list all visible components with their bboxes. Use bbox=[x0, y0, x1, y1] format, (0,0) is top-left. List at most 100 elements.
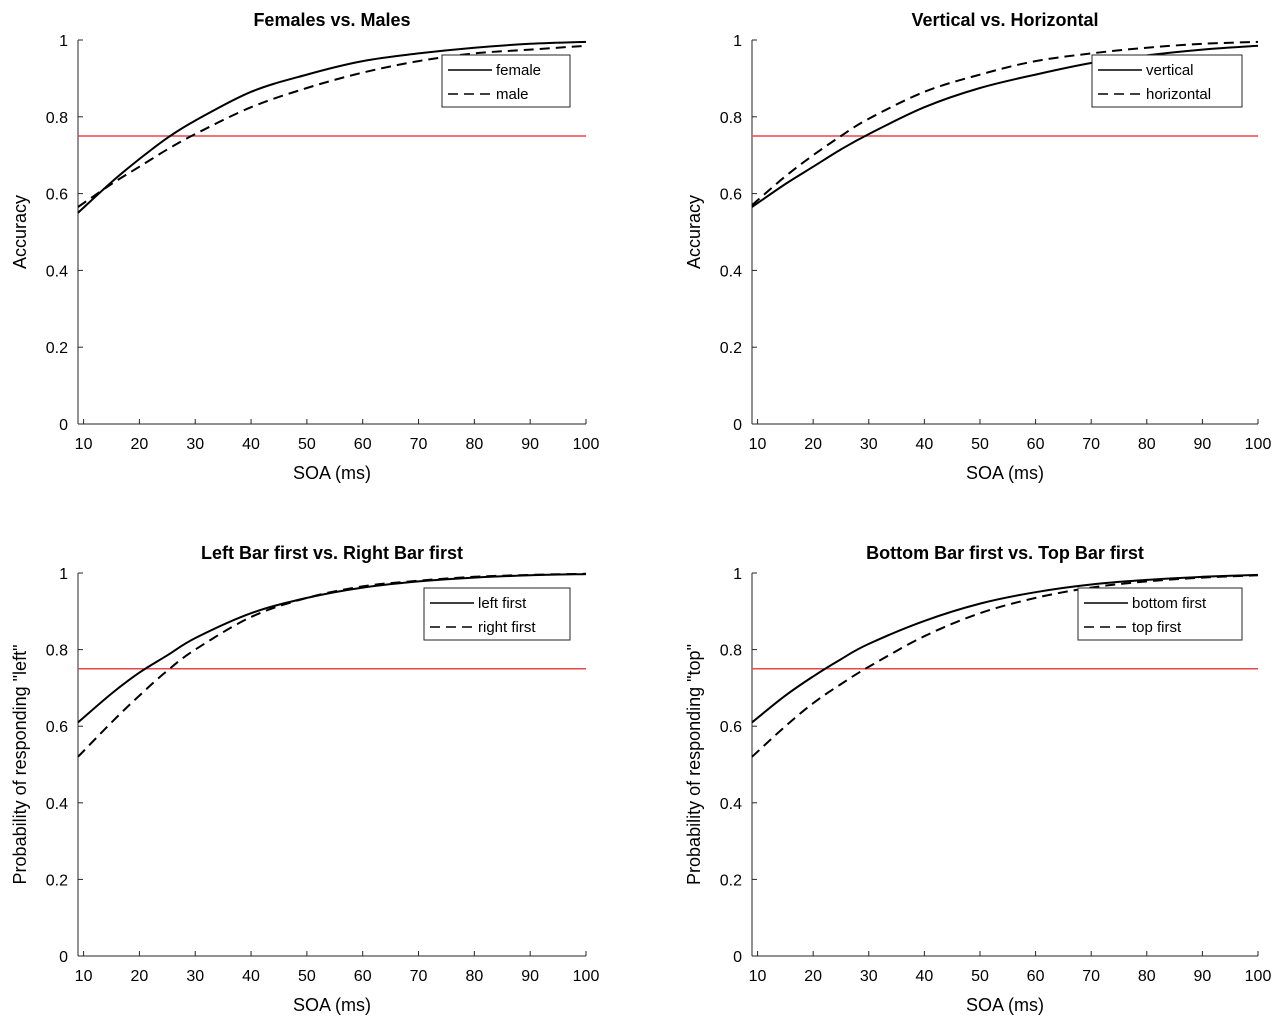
x-tick-label: 20 bbox=[804, 436, 822, 453]
x-axis-label: SOA (ms) bbox=[293, 463, 371, 483]
legend: female male bbox=[441, 54, 571, 108]
x-tick-label: 70 bbox=[410, 436, 428, 453]
x-axis-label: SOA (ms) bbox=[966, 995, 1044, 1015]
x-tick-label: 60 bbox=[1027, 436, 1045, 453]
legend-label: bottom first bbox=[1132, 595, 1207, 612]
series-line-female bbox=[77, 40, 587, 214]
chart-title: Vertical vs. Horizontal bbox=[911, 10, 1098, 30]
x-tick-label: 10 bbox=[75, 436, 93, 453]
x-tick-label: 20 bbox=[131, 968, 149, 985]
chart-panel-4: Bottom Bar first vs. Top Bar first 0 0.2 0.… bbox=[684, 543, 1271, 1015]
x-tick-label: 70 bbox=[1082, 968, 1100, 985]
y-tick-label: 0.2 bbox=[720, 340, 742, 357]
y-tick-label: 0 bbox=[733, 417, 742, 434]
x-tick-label: 30 bbox=[186, 968, 204, 985]
legend-label: left first bbox=[478, 595, 527, 612]
x-tick-label: 100 bbox=[573, 968, 600, 985]
x-tick-label: 40 bbox=[915, 968, 933, 985]
legend: bottom first top first bbox=[1077, 587, 1243, 641]
legend: left first right first bbox=[423, 587, 571, 641]
x-tick-label: 90 bbox=[521, 968, 539, 985]
x-tick-label: 70 bbox=[1082, 436, 1100, 453]
series-line-horizontal bbox=[751, 40, 1259, 206]
chart-panel-1: Females vs. Males 0 0.2 0.4 0.6 0.8 1 10 20 30 40 5… bbox=[10, 10, 599, 483]
y-tick-label: 1 bbox=[733, 566, 742, 583]
legend-box bbox=[1091, 54, 1243, 108]
chart-title: Females vs. Males bbox=[253, 10, 410, 30]
legend-label: male bbox=[496, 86, 529, 103]
x-tick-label: 70 bbox=[410, 968, 428, 985]
legend-label: top first bbox=[1132, 619, 1182, 636]
x-tick-label: 90 bbox=[521, 436, 539, 453]
x-tick-label: 50 bbox=[298, 968, 316, 985]
x-tick-label: 30 bbox=[860, 968, 878, 985]
y-tick-label: 1 bbox=[59, 566, 68, 583]
y-axis-label: Probability of responding "top" bbox=[684, 644, 704, 885]
y-tick-label: 0.2 bbox=[720, 872, 742, 889]
x-tick-label: 50 bbox=[298, 436, 316, 453]
y-tick-label: 1 bbox=[733, 33, 742, 50]
x-tick-label: 90 bbox=[1193, 968, 1211, 985]
y-tick-label: 0.6 bbox=[720, 187, 742, 204]
series-line-male bbox=[77, 44, 587, 208]
x-tick-label: 40 bbox=[242, 968, 260, 985]
chart-title: Bottom Bar first vs. Top Bar first bbox=[866, 543, 1144, 563]
y-tick-label: 0.2 bbox=[46, 872, 68, 889]
y-tick-label: 0.4 bbox=[46, 796, 68, 813]
legend-label: female bbox=[496, 62, 541, 79]
y-tick-label: 0.6 bbox=[720, 719, 742, 736]
x-tick-label: 20 bbox=[804, 968, 822, 985]
legend-label: horizontal bbox=[1146, 86, 1211, 103]
series-line-top-first bbox=[751, 574, 1259, 758]
x-tick-label: 100 bbox=[573, 436, 600, 453]
y-tick-label: 0.8 bbox=[46, 643, 68, 660]
x-tick-label: 100 bbox=[1245, 968, 1272, 985]
x-tick-label: 80 bbox=[1138, 968, 1156, 985]
x-tick-label: 100 bbox=[1245, 436, 1272, 453]
x-tick-label: 40 bbox=[915, 436, 933, 453]
y-tick-label: 0 bbox=[733, 949, 742, 966]
chart-title: Left Bar first vs. Right Bar first bbox=[201, 543, 463, 563]
y-tick-label: 0.4 bbox=[46, 263, 68, 280]
x-tick-label: 60 bbox=[354, 968, 372, 985]
x-tick-label: 80 bbox=[1138, 436, 1156, 453]
y-axis-label: Accuracy bbox=[684, 195, 704, 269]
x-tick-label: 60 bbox=[354, 436, 372, 453]
y-tick-label: 0.6 bbox=[46, 187, 68, 204]
x-tick-label: 80 bbox=[465, 436, 483, 453]
y-tick-label: 0.8 bbox=[720, 110, 742, 127]
y-tick-label: 0.6 bbox=[46, 719, 68, 736]
series-line-right-first bbox=[77, 572, 587, 758]
y-tick-label: 1 bbox=[59, 33, 68, 50]
x-tick-label: 10 bbox=[749, 436, 767, 453]
y-tick-label: 0 bbox=[59, 949, 68, 966]
legend-box bbox=[441, 54, 571, 108]
x-tick-label: 30 bbox=[860, 436, 878, 453]
series-line-bottom-first bbox=[751, 573, 1259, 724]
y-tick-label: 0.8 bbox=[46, 110, 68, 127]
x-tick-label: 60 bbox=[1027, 968, 1045, 985]
x-tick-label: 90 bbox=[1193, 436, 1211, 453]
legend-label: vertical bbox=[1146, 62, 1194, 79]
legend: vertical horizontal bbox=[1091, 54, 1243, 108]
x-axis-label: SOA (ms) bbox=[966, 463, 1044, 483]
x-axis-label: SOA (ms) bbox=[293, 995, 371, 1015]
x-tick-label: 30 bbox=[186, 436, 204, 453]
x-tick-label: 80 bbox=[465, 968, 483, 985]
chart-panel-2: Vertical vs. Horizontal 0 0.2 0.4 0.6 0.8 1 10 2… bbox=[684, 10, 1271, 483]
legend-label: right first bbox=[478, 619, 536, 636]
legend-box bbox=[423, 587, 571, 641]
x-tick-label: 10 bbox=[75, 968, 93, 985]
y-tick-label: 0 bbox=[59, 417, 68, 434]
y-tick-label: 0.4 bbox=[720, 263, 742, 280]
x-tick-label: 50 bbox=[971, 436, 989, 453]
x-tick-label: 40 bbox=[242, 436, 260, 453]
x-tick-label: 20 bbox=[131, 436, 149, 453]
y-tick-label: 0.8 bbox=[720, 643, 742, 660]
y-axis-label: Probability of responding "left" bbox=[10, 645, 30, 885]
y-tick-label: 0.4 bbox=[720, 796, 742, 813]
y-tick-label: 0.2 bbox=[46, 340, 68, 357]
y-axis-label: Accuracy bbox=[10, 195, 30, 269]
legend-box bbox=[1077, 587, 1243, 641]
